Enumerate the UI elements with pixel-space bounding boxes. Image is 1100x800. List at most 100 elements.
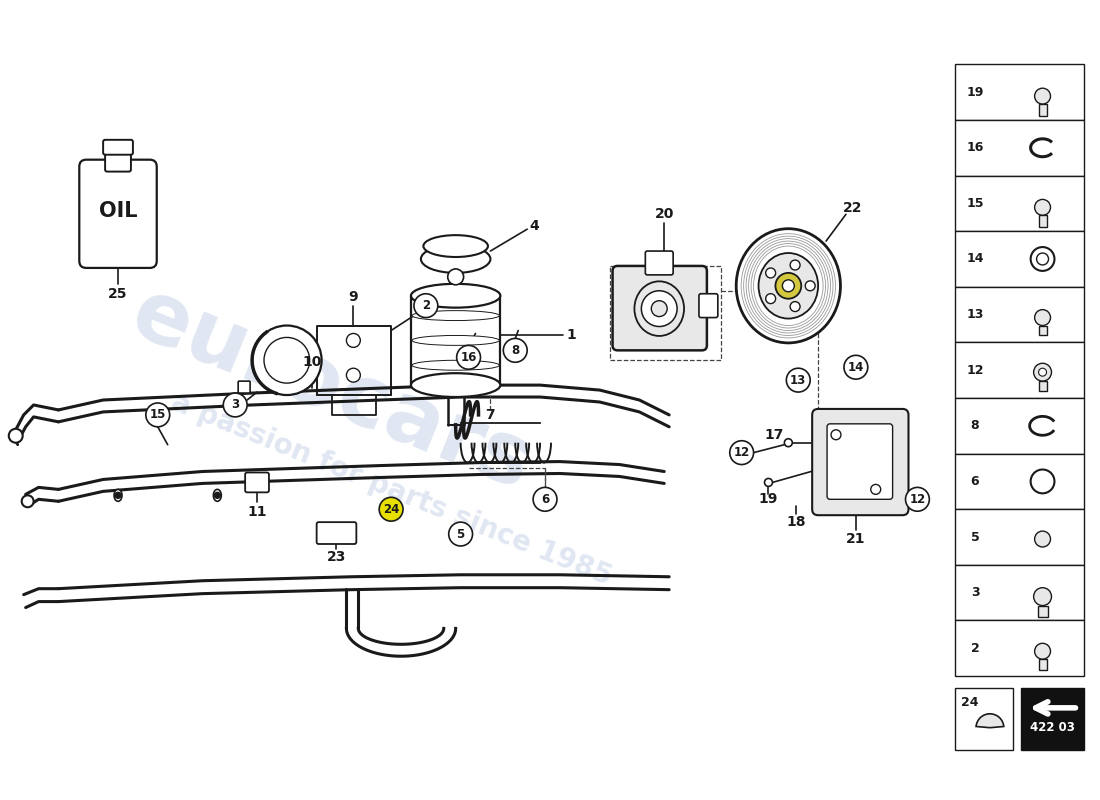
Circle shape [414, 294, 438, 318]
Text: 18: 18 [786, 515, 806, 529]
Text: 9: 9 [349, 290, 359, 304]
Text: 422 03: 422 03 [1030, 722, 1075, 734]
Text: 15: 15 [150, 408, 166, 422]
Ellipse shape [411, 373, 500, 397]
Circle shape [223, 393, 248, 417]
FancyBboxPatch shape [955, 688, 1013, 750]
Text: 19: 19 [759, 492, 778, 506]
Text: 12: 12 [966, 364, 983, 377]
Circle shape [1035, 88, 1050, 104]
Text: 12: 12 [734, 446, 750, 459]
Text: 12: 12 [910, 493, 925, 506]
FancyBboxPatch shape [955, 64, 1085, 120]
Circle shape [782, 280, 794, 292]
FancyBboxPatch shape [1038, 381, 1046, 391]
Text: 13: 13 [790, 374, 806, 386]
FancyBboxPatch shape [812, 409, 909, 515]
FancyBboxPatch shape [1038, 659, 1046, 670]
Text: 6: 6 [541, 493, 549, 506]
FancyBboxPatch shape [827, 424, 892, 499]
FancyBboxPatch shape [955, 231, 1085, 286]
Circle shape [264, 338, 310, 383]
Text: 23: 23 [327, 550, 346, 564]
Text: 17: 17 [764, 428, 784, 442]
Circle shape [1035, 531, 1050, 547]
FancyBboxPatch shape [79, 160, 157, 268]
Circle shape [504, 338, 527, 362]
Text: 14: 14 [848, 361, 864, 374]
Text: 6: 6 [970, 475, 979, 488]
Text: a passion for parts since 1985: a passion for parts since 1985 [167, 388, 616, 591]
Ellipse shape [114, 490, 122, 502]
Circle shape [116, 492, 121, 498]
Circle shape [379, 498, 403, 521]
Circle shape [1036, 253, 1048, 265]
Text: 19: 19 [966, 86, 983, 98]
Circle shape [22, 495, 34, 507]
FancyBboxPatch shape [955, 621, 1085, 676]
FancyBboxPatch shape [239, 381, 250, 393]
FancyBboxPatch shape [1021, 688, 1085, 750]
Text: 1: 1 [566, 329, 575, 342]
Ellipse shape [412, 310, 499, 321]
Text: 5: 5 [456, 527, 464, 541]
FancyBboxPatch shape [955, 565, 1085, 621]
Circle shape [786, 368, 811, 392]
FancyBboxPatch shape [955, 120, 1085, 175]
FancyBboxPatch shape [955, 175, 1085, 231]
Circle shape [830, 430, 842, 440]
Text: 22: 22 [843, 202, 862, 215]
Text: 21: 21 [846, 532, 866, 546]
Wedge shape [976, 714, 1004, 728]
Circle shape [1037, 477, 1047, 486]
Circle shape [346, 368, 361, 382]
FancyBboxPatch shape [955, 398, 1085, 454]
Circle shape [1031, 470, 1055, 494]
FancyBboxPatch shape [103, 140, 133, 154]
Ellipse shape [421, 245, 491, 273]
Text: 14: 14 [966, 253, 983, 266]
Text: 8: 8 [970, 419, 979, 432]
Text: 16: 16 [461, 350, 476, 364]
Circle shape [651, 301, 668, 317]
Circle shape [790, 302, 800, 311]
Text: 24: 24 [961, 696, 979, 709]
Circle shape [449, 522, 473, 546]
FancyBboxPatch shape [1038, 326, 1046, 335]
FancyBboxPatch shape [245, 473, 270, 492]
Circle shape [9, 429, 23, 442]
FancyBboxPatch shape [955, 454, 1085, 510]
Circle shape [146, 403, 169, 427]
Text: eurocars: eurocars [119, 272, 543, 508]
Circle shape [641, 290, 678, 326]
FancyBboxPatch shape [955, 510, 1085, 565]
FancyBboxPatch shape [317, 522, 356, 544]
Circle shape [729, 441, 754, 465]
Text: 3: 3 [970, 586, 979, 599]
Text: 5: 5 [970, 530, 979, 543]
FancyBboxPatch shape [106, 148, 131, 171]
FancyBboxPatch shape [955, 342, 1085, 398]
FancyBboxPatch shape [646, 251, 673, 275]
Circle shape [776, 273, 801, 298]
Text: 24: 24 [383, 502, 399, 516]
FancyBboxPatch shape [613, 266, 707, 350]
Ellipse shape [736, 229, 840, 343]
FancyBboxPatch shape [1038, 215, 1046, 227]
Text: 25: 25 [108, 286, 128, 301]
Text: 2: 2 [421, 299, 430, 312]
Text: 13: 13 [966, 308, 983, 321]
FancyBboxPatch shape [698, 294, 718, 318]
Text: 3: 3 [231, 398, 240, 411]
Circle shape [448, 269, 463, 285]
Circle shape [784, 438, 792, 446]
Circle shape [1031, 247, 1055, 271]
Ellipse shape [213, 490, 221, 502]
Circle shape [456, 346, 481, 370]
Text: 7: 7 [485, 408, 495, 422]
Circle shape [1035, 199, 1050, 215]
Ellipse shape [412, 360, 499, 370]
FancyBboxPatch shape [1038, 104, 1046, 116]
Text: 16: 16 [966, 142, 983, 154]
Circle shape [905, 487, 930, 511]
